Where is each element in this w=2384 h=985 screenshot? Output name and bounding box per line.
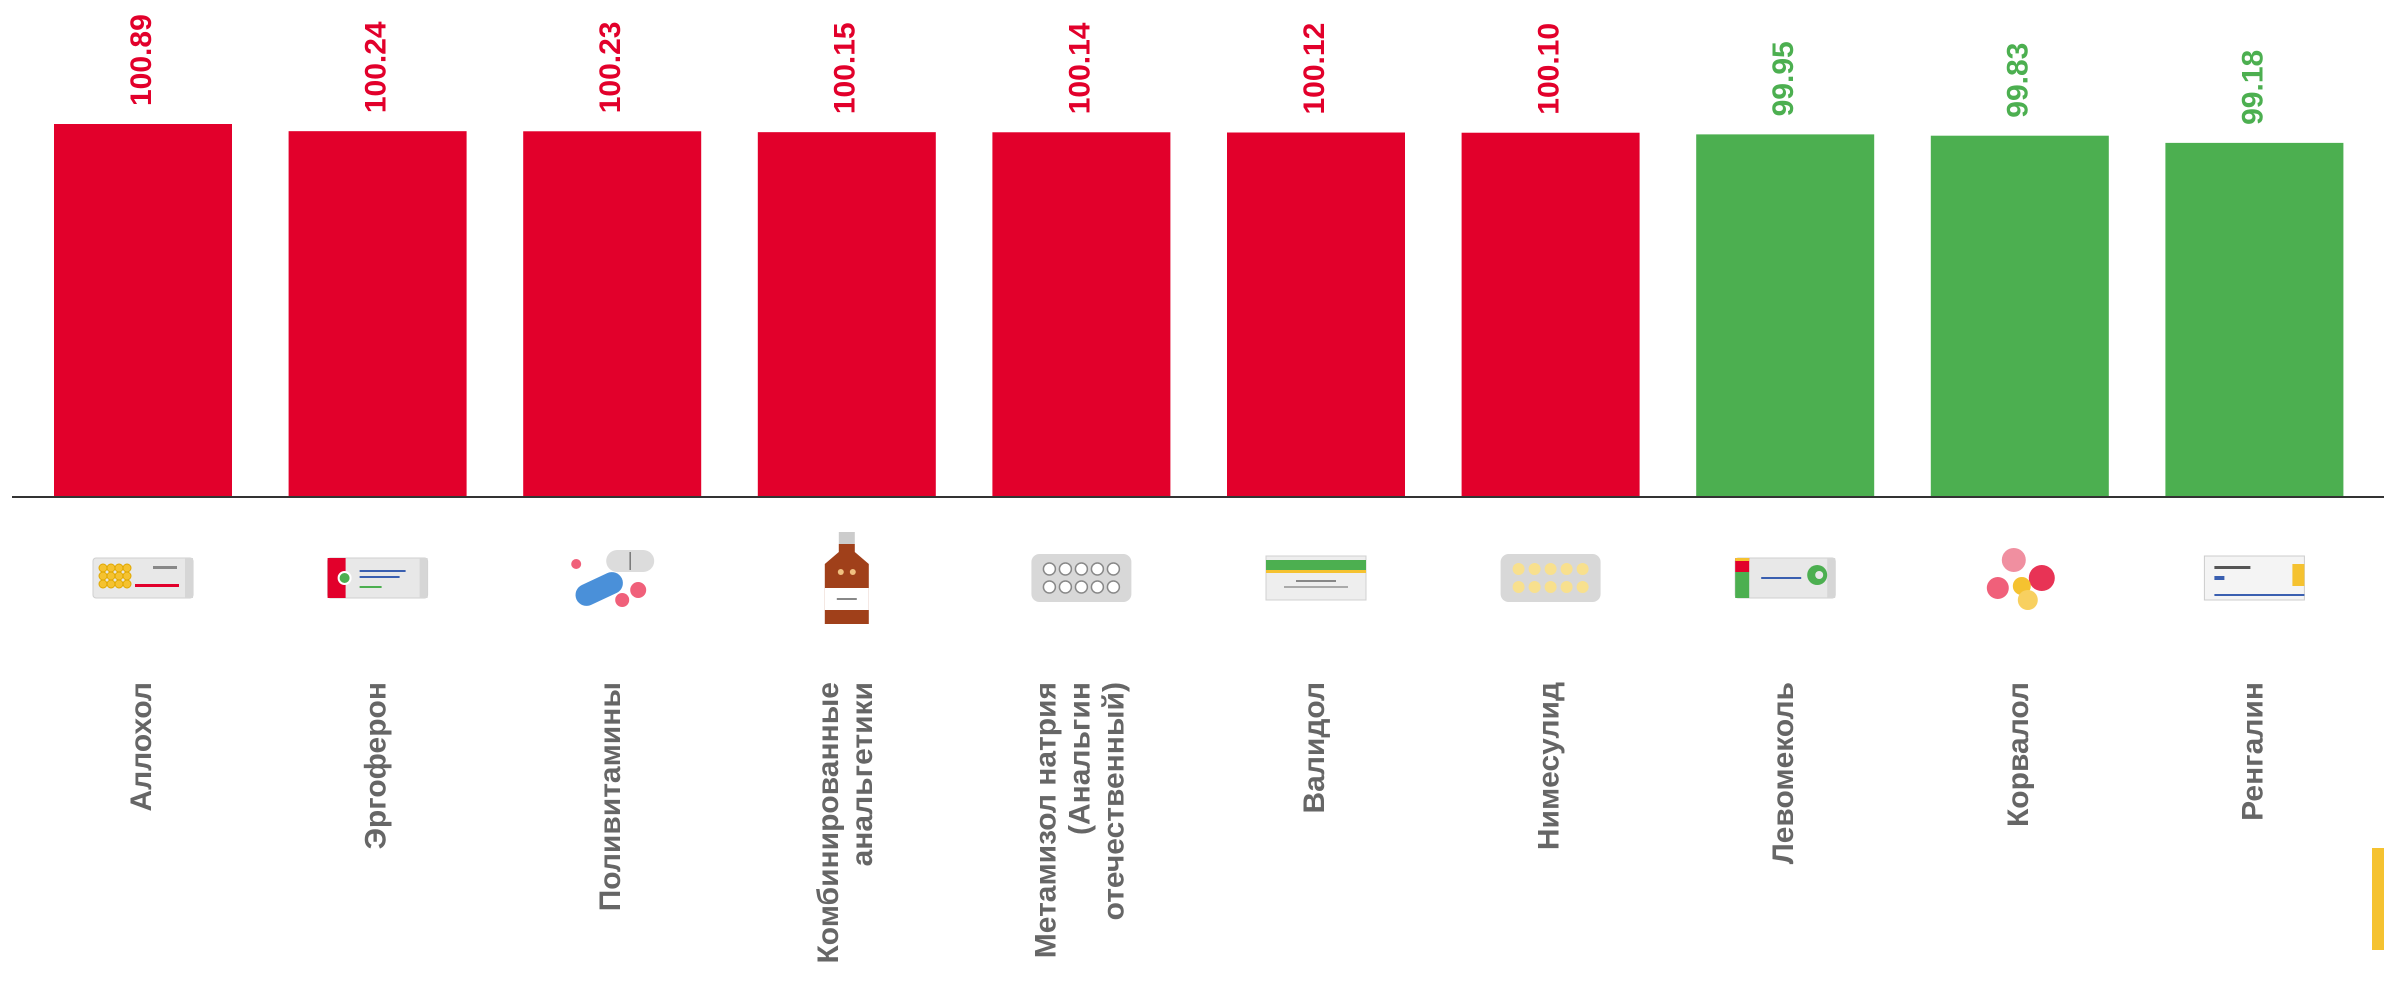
category-label: Корвалол bbox=[2002, 682, 2035, 827]
category-label: Комбинированныеанальгетики bbox=[812, 682, 879, 964]
white-box-icon bbox=[2203, 555, 2305, 601]
bar-value-label: 99.83 bbox=[2002, 43, 2035, 118]
value-labels-group: 100.89 100.24 100.23 100.15 100.14 100.12 100.… bbox=[125, 14, 2269, 125]
category-labels-group: Аллохол Эргоферон Поливитамины Комбинирован… bbox=[125, 682, 2269, 964]
green-box-icon bbox=[1265, 555, 1367, 601]
yellow-blister-icon bbox=[1500, 554, 1601, 602]
category-label-line: Аллохол bbox=[125, 682, 158, 812]
round-pills-icon bbox=[1986, 548, 2055, 610]
category-label-line: Ренгалин bbox=[2236, 682, 2269, 821]
category-label-line: Корвалол bbox=[2002, 682, 2035, 827]
category-label: Метамизол натрия(Анальгинотечественный) bbox=[1029, 682, 1130, 958]
category-label-line: Метамизол натрия bbox=[1029, 682, 1062, 958]
bar bbox=[1461, 132, 1640, 497]
icons-group bbox=[92, 532, 2305, 624]
bar bbox=[2165, 142, 2344, 498]
bars-group bbox=[54, 124, 2344, 498]
bar-value-label: 100.12 bbox=[1298, 23, 1331, 115]
blister-icon bbox=[1031, 554, 1132, 602]
bar bbox=[288, 131, 467, 497]
tablet-box-icon bbox=[92, 557, 194, 599]
bar-value-label: 100.14 bbox=[1063, 22, 1096, 114]
category-label-line: Комбинированные bbox=[812, 682, 845, 964]
bar-value-label: 100.24 bbox=[360, 21, 393, 113]
bar bbox=[1696, 134, 1875, 497]
category-label: Ренгалин bbox=[2236, 682, 2269, 821]
red-box-icon bbox=[327, 557, 429, 599]
bar bbox=[1227, 132, 1405, 497]
category-label-line: (Анальгин bbox=[1063, 682, 1096, 835]
bar bbox=[523, 131, 702, 497]
pills-icon bbox=[571, 550, 655, 607]
category-label: Аллохол bbox=[125, 682, 158, 812]
bar-value-label: 100.10 bbox=[1533, 23, 1566, 115]
category-label-line: Нимесулид bbox=[1533, 682, 1566, 850]
bar bbox=[992, 132, 1171, 497]
category-label: Валидол bbox=[1298, 682, 1331, 814]
category-label-line: анальгетики bbox=[846, 682, 879, 866]
bar-value-label: 100.23 bbox=[594, 22, 627, 114]
bar-value-label: 100.15 bbox=[829, 22, 862, 114]
category-label: Левомеколь bbox=[1767, 682, 1800, 864]
bar bbox=[1930, 135, 2109, 497]
bar bbox=[54, 124, 232, 497]
corner-accent bbox=[2372, 848, 2384, 950]
bar bbox=[757, 132, 936, 497]
category-label-line: Поливитамины bbox=[594, 682, 627, 911]
category-label-line: отечественный) bbox=[1097, 682, 1130, 920]
bar-value-label: 100.89 bbox=[125, 14, 158, 106]
category-label: Поливитамины bbox=[594, 682, 627, 911]
category-label: Эргоферон bbox=[360, 682, 393, 849]
category-label-line: Эргоферон bbox=[360, 682, 393, 849]
ointment-box-icon bbox=[1734, 557, 1836, 599]
bar-value-label: 99.18 bbox=[2236, 50, 2269, 125]
category-label-line: Валидол bbox=[1298, 682, 1331, 814]
category-label-line: Левомеколь bbox=[1767, 682, 1800, 864]
category-label: Нимесулид bbox=[1533, 682, 1566, 850]
bar-value-label: 99.95 bbox=[1767, 41, 1800, 116]
syrup-bottle-icon bbox=[824, 532, 869, 624]
